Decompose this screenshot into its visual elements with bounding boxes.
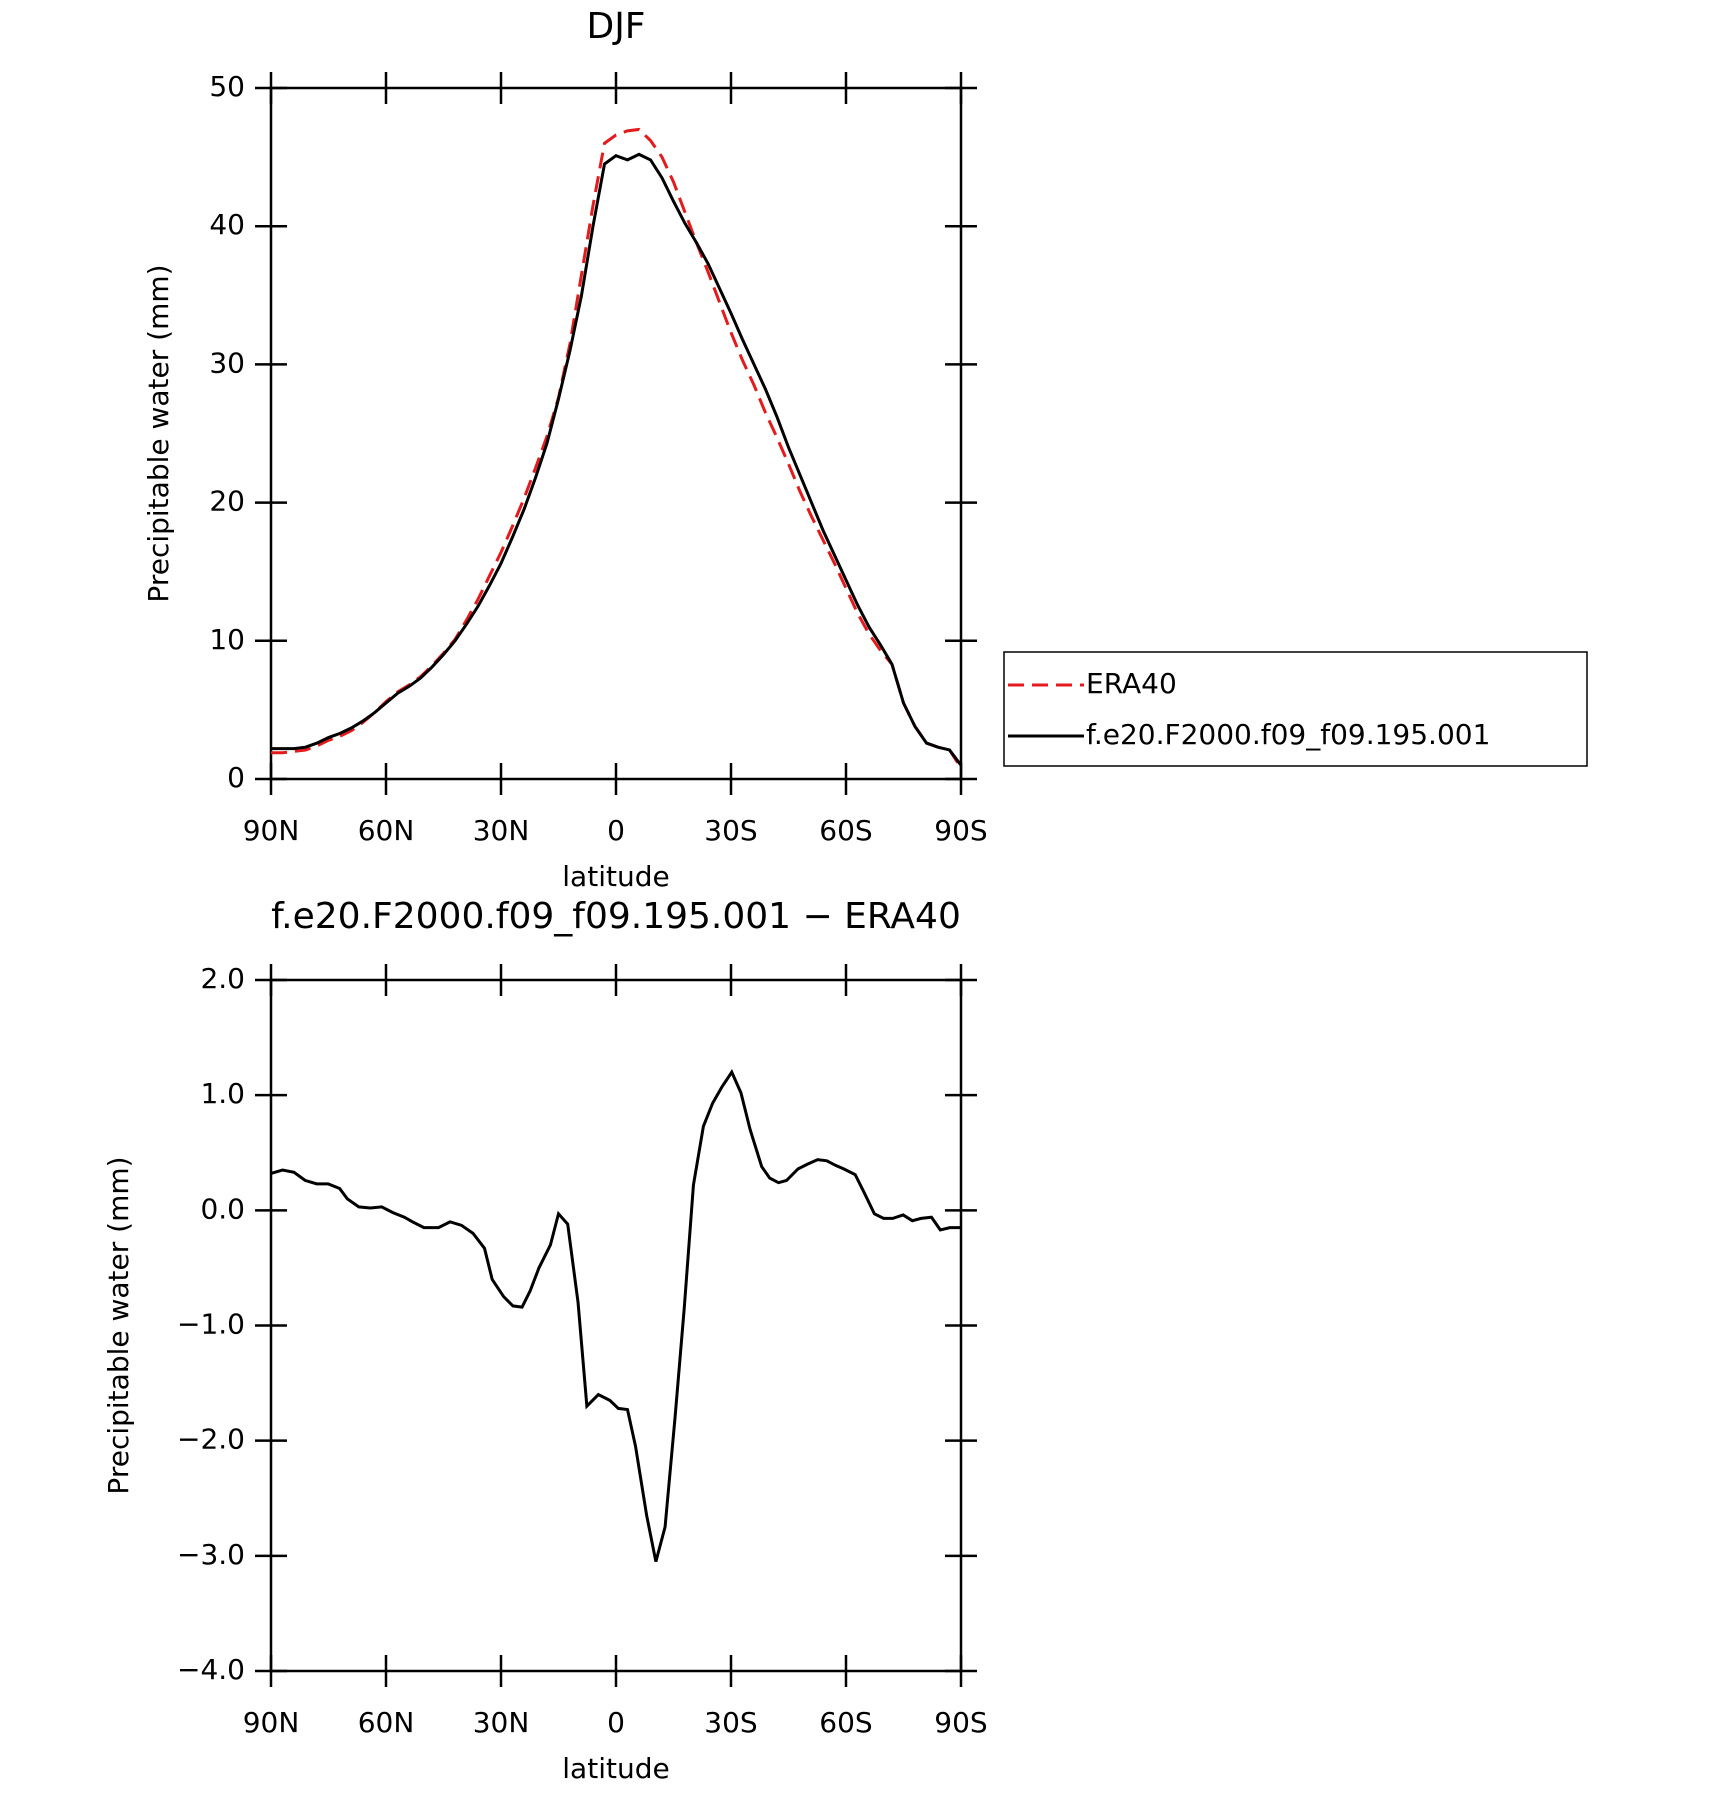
data-line	[270, 1069, 961, 1562]
x-tick-label: 90N	[243, 1706, 300, 1739]
x-tick-label: 30S	[704, 1706, 757, 1739]
x-tick-label: 60S	[819, 814, 872, 847]
y-tick-label: 0.0	[200, 1192, 245, 1225]
x-tick-label: 90S	[934, 1706, 987, 1739]
x-tick-label: 30N	[473, 814, 530, 847]
x-tick-label: 90S	[934, 814, 987, 847]
y-tick-label: 20	[209, 485, 245, 518]
y-tick-label: 10	[209, 623, 245, 656]
x-tick-label: 60S	[819, 1706, 872, 1739]
y-tick-label: 50	[209, 70, 245, 103]
data-line	[271, 152, 963, 767]
x-axis-label: latitude	[562, 860, 669, 893]
x-tick-label: 30S	[704, 814, 757, 847]
x-tick-label: 0	[607, 814, 625, 847]
legend-label: f.e20.F2000.f09_f09.195.001	[1086, 718, 1490, 751]
y-tick-label: 40	[209, 208, 245, 241]
x-tick-label: 60N	[358, 814, 415, 847]
y-axis-label: Precipitable water (mm)	[102, 1156, 135, 1494]
y-tick-label: 0	[227, 761, 245, 794]
x-tick-label: 30N	[473, 1706, 530, 1739]
y-tick-label: −4.0	[177, 1653, 245, 1686]
chart-title: f.e20.F2000.f09_f09.195.001 − ERA40	[271, 896, 961, 937]
y-tick-label: 1.0	[200, 1077, 245, 1110]
x-tick-label: 90N	[243, 814, 300, 847]
legend-label: ERA40	[1086, 667, 1177, 700]
y-tick-label: 30	[209, 346, 245, 379]
y-tick-label: −1.0	[177, 1308, 245, 1341]
plot-frame	[269, 86, 963, 781]
y-tick-label: −2.0	[177, 1423, 245, 1456]
chart-title: DJF	[586, 6, 645, 47]
x-tick-label: 0	[607, 1706, 625, 1739]
x-axis-label: latitude	[562, 1752, 669, 1785]
y-axis-label: Precipitable water (mm)	[142, 264, 175, 602]
legend-box	[1003, 651, 1588, 767]
y-tick-label: −3.0	[177, 1538, 245, 1571]
data-line	[271, 127, 963, 769]
y-tick-label: 2.0	[200, 962, 245, 995]
x-tick-label: 60N	[358, 1706, 415, 1739]
plot-frame	[269, 978, 963, 1673]
